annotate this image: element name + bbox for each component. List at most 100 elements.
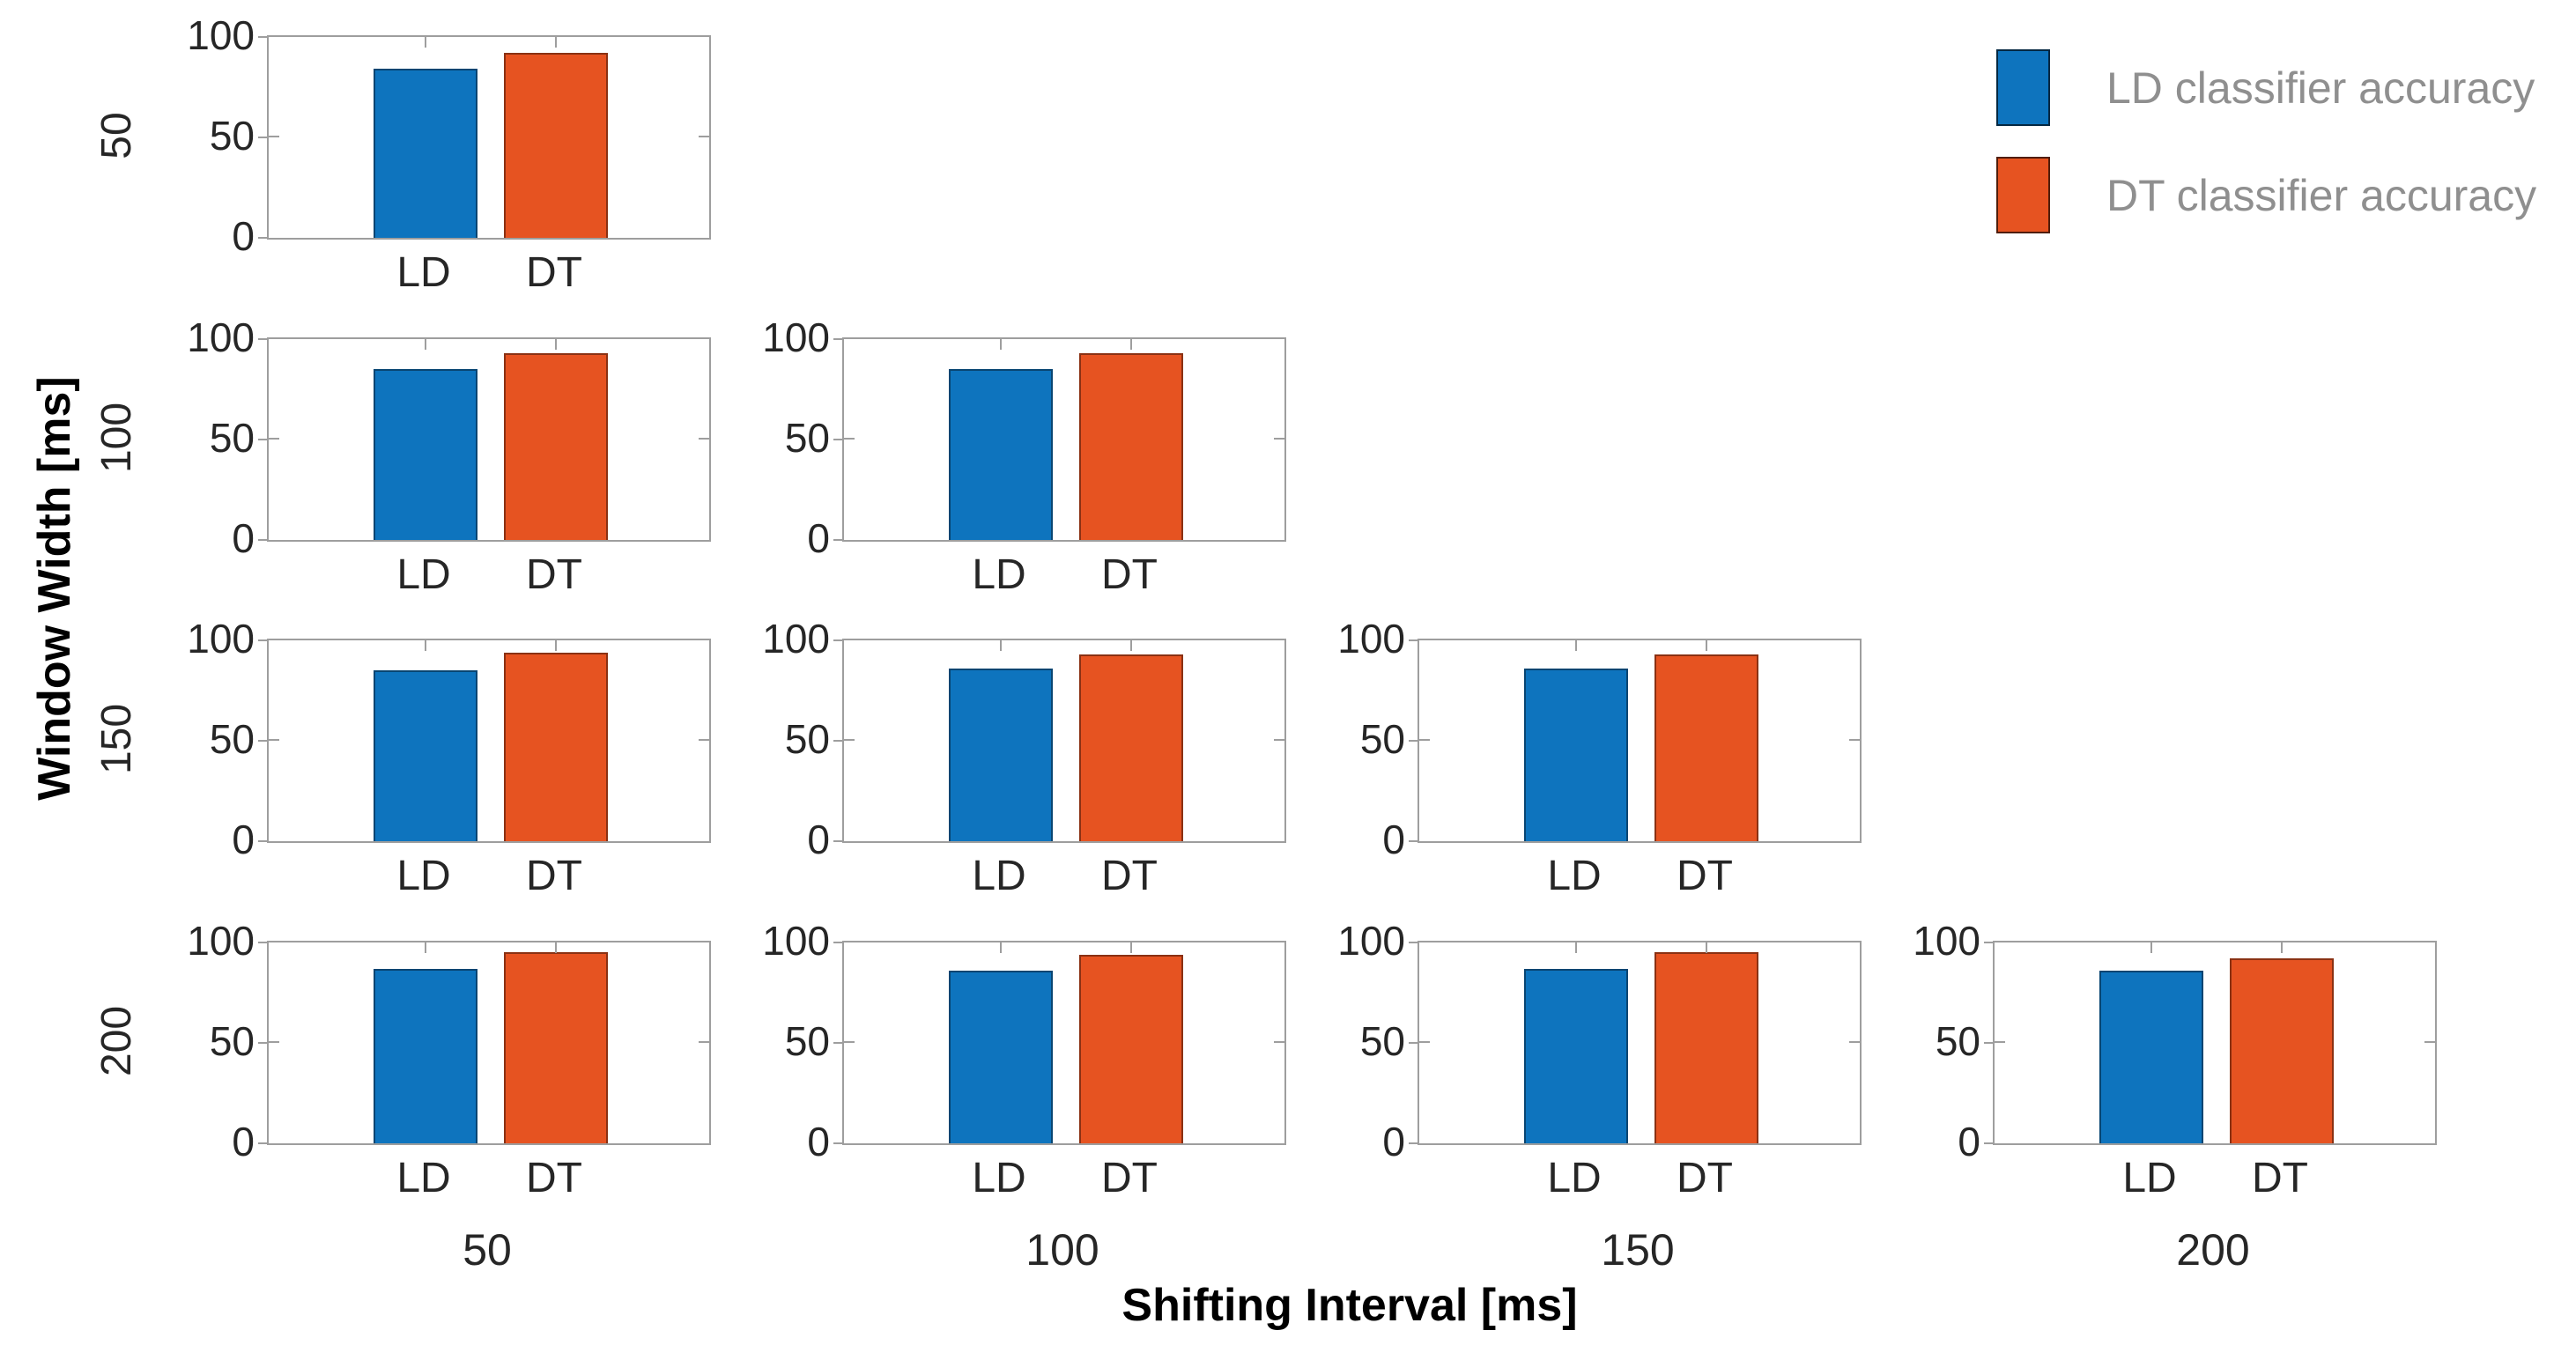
axis-tick <box>425 339 426 350</box>
y-axis-tick-label: 0 <box>232 817 255 862</box>
axis-tick <box>258 237 267 239</box>
subplot-ww200-si200 <box>1984 941 2437 1145</box>
y-axis-tick-label: 50 <box>1359 716 1405 762</box>
ld-accuracy-bar <box>2099 971 2203 1143</box>
subplot-ww150-si100 <box>833 639 1286 843</box>
axis-tick <box>1000 942 1002 953</box>
axis-tick <box>699 1041 709 1043</box>
axis-tick <box>1575 640 1577 651</box>
legend-swatch-ld <box>1996 49 2050 126</box>
axis-tick <box>2424 1041 2435 1043</box>
axis-tick <box>1130 339 1132 350</box>
ld-accuracy-bar <box>949 971 1053 1143</box>
x-category-label: DT <box>1101 1155 1158 1201</box>
axis-tick <box>555 942 557 953</box>
x-category-label: DT <box>1101 853 1158 899</box>
axis-tick <box>833 840 842 842</box>
y-axis-tick-label: 0 <box>807 1119 830 1164</box>
axis-tick <box>1409 1142 1418 1144</box>
x-category-label: DT <box>1677 853 1733 899</box>
axis-tick <box>1706 942 1707 953</box>
axis-tick <box>844 739 855 741</box>
axis-tick <box>699 136 709 137</box>
x-category-label: LD <box>972 551 1026 598</box>
x-category-label: DT <box>526 249 582 296</box>
dt-accuracy-bar <box>504 353 608 540</box>
ld-accuracy-bar <box>374 69 477 238</box>
axis-tick <box>555 37 557 48</box>
axis-tick <box>258 942 267 943</box>
y-axis-tick-label: 0 <box>1382 1119 1405 1164</box>
axis-tick <box>1000 640 1002 651</box>
x-category-label: DT <box>1101 551 1158 598</box>
axis-tick <box>1274 739 1284 741</box>
col-tick-label: 200 <box>2176 1225 2250 1275</box>
x-category-label: LD <box>1547 853 1602 899</box>
axis-tick <box>1575 942 1577 953</box>
axis-tick <box>258 36 267 38</box>
axis-tick <box>844 1041 855 1043</box>
y-axis-tick-label: 50 <box>1935 1018 1980 1064</box>
axis-tick <box>1995 1041 2005 1043</box>
axis-tick <box>1130 640 1132 651</box>
y-axis-tick-label: 0 <box>232 1119 255 1164</box>
ld-accuracy-bar <box>1524 969 1628 1143</box>
axis-tick <box>425 942 426 953</box>
y-axis-tick-label: 100 <box>762 314 830 360</box>
y-axis-tick-label: 50 <box>784 415 830 461</box>
y-axis-title: Window Width [ms] <box>29 376 80 801</box>
legend-swatch-dt <box>1996 157 2050 233</box>
ld-accuracy-bar <box>1524 669 1628 841</box>
axis-tick <box>2150 942 2152 953</box>
y-axis-tick-label: 50 <box>209 1018 255 1064</box>
legend-label-dt: DT classifier accuracy <box>2106 170 2537 220</box>
row-tick-label: 50 <box>93 112 140 159</box>
axis-tick <box>258 439 267 440</box>
y-axis-tick-label: 50 <box>209 716 255 762</box>
axis-tick <box>1274 1041 1284 1043</box>
axis-tick <box>1984 942 1993 943</box>
x-category-label: DT <box>526 551 582 598</box>
y-axis-tick-label: 100 <box>762 616 830 662</box>
axis-tick <box>269 136 279 137</box>
axis-tick <box>1849 1041 1860 1043</box>
ld-accuracy-bar <box>374 670 477 841</box>
y-axis-tick-label: 50 <box>209 415 255 461</box>
axis-tick <box>833 639 842 641</box>
axis-tick <box>269 739 279 741</box>
axis-tick <box>555 339 557 350</box>
x-category-label: LD <box>1547 1155 1602 1201</box>
y-axis-tick-label: 100 <box>762 918 830 964</box>
y-axis-tick-label: 50 <box>209 113 255 159</box>
axis-tick <box>1706 640 1707 651</box>
dt-accuracy-bar <box>504 952 608 1143</box>
x-axis-title: Shifting Interval [ms] <box>1121 1280 1578 1331</box>
y-axis-tick-label: 100 <box>1337 918 1405 964</box>
y-axis-tick-label: 50 <box>784 1018 830 1064</box>
x-category-label: LD <box>396 853 451 899</box>
subplot-ww50-si50 <box>258 35 711 240</box>
axis-tick <box>258 338 267 340</box>
row-tick-label: 150 <box>93 703 140 775</box>
y-axis-tick-label: 0 <box>232 515 255 561</box>
y-axis-tick-label: 100 <box>1913 918 1980 964</box>
y-axis-tick-label: 0 <box>1958 1119 1980 1164</box>
x-category-label: DT <box>526 853 582 899</box>
x-category-label: LD <box>972 853 1026 899</box>
subplot-ww150-si50 <box>258 639 711 843</box>
row-tick-label: 100 <box>93 402 140 474</box>
axis-tick <box>833 338 842 340</box>
dt-accuracy-bar <box>1654 654 1758 841</box>
axis-tick <box>1849 739 1860 741</box>
axis-tick <box>258 740 267 742</box>
axis-tick <box>833 439 842 440</box>
axis-tick <box>258 1042 267 1044</box>
ld-accuracy-bar <box>374 969 477 1143</box>
subplot-ww100-si50 <box>258 337 711 542</box>
legend: LD classifier accuracy DT classifier acc… <box>1996 49 2536 264</box>
y-axis-tick-label: 0 <box>807 515 830 561</box>
y-axis-tick-label: 0 <box>807 817 830 862</box>
y-axis-tick-label: 100 <box>187 314 255 360</box>
axis-tick <box>258 639 267 641</box>
axis-tick <box>833 942 842 943</box>
